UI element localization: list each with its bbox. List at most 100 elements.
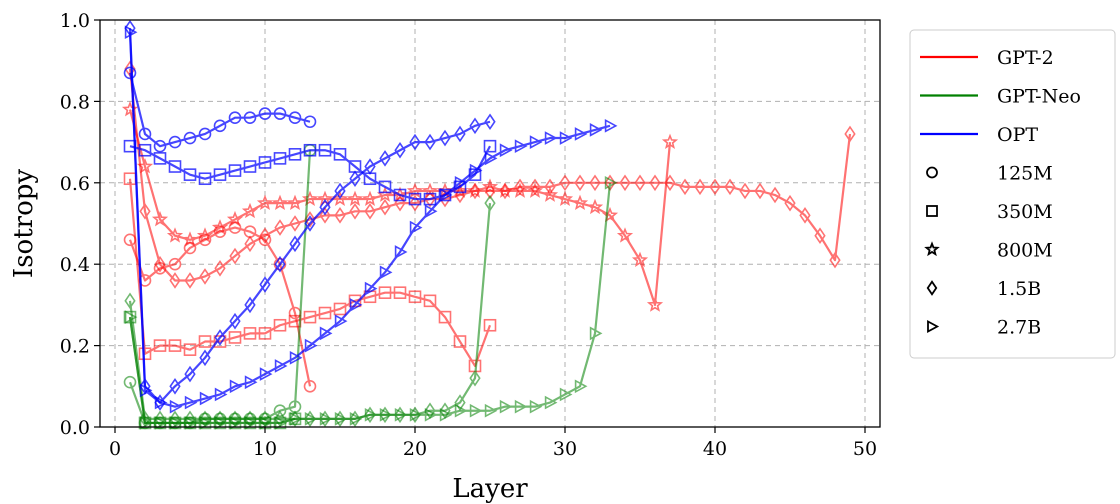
data-point-opt-350m <box>408 192 422 206</box>
data-point-gpt-2-800m <box>361 190 379 206</box>
data-point-gpt-neo-2-7b <box>229 416 243 430</box>
series-opt-350m <box>123 139 497 206</box>
data-point-opt-2-7b <box>214 387 228 402</box>
legend-label-gpt-2: GPT-2 <box>997 47 1054 69</box>
data-point-gpt-neo-2-7b <box>169 416 183 430</box>
data-point-gpt-2-1-5b <box>484 182 496 200</box>
data-point-opt-1-5b <box>229 312 241 330</box>
data-point-opt-2-7b <box>304 338 318 353</box>
data-point-gpt-neo-2-7b <box>319 412 333 426</box>
data-point-gpt-2-1-5b <box>199 268 211 285</box>
data-point-gpt-neo-2-7b <box>544 395 558 410</box>
legend-entry-gpt-2: GPT-2 <box>920 47 1054 69</box>
data-point-opt-350m <box>333 148 347 161</box>
legend-entry-800m: 800M <box>924 240 1053 262</box>
data-point-gpt-2-1-5b <box>289 215 301 232</box>
data-point-opt-350m <box>318 143 332 157</box>
data-point-opt-350m <box>228 164 242 177</box>
data-point-opt-2-7b <box>319 326 333 341</box>
data-point-gpt-neo-2-7b <box>214 416 228 430</box>
data-point-gpt-2-1-5b <box>214 259 226 277</box>
data-point-gpt-2-800m <box>226 210 244 227</box>
x-tick-label: 30 <box>553 438 577 460</box>
data-point-opt-2-7b <box>124 25 138 40</box>
data-point-opt-2-7b <box>289 350 303 365</box>
data-point-gpt-neo-2-7b <box>574 379 588 394</box>
data-point-gpt-neo-2-7b <box>454 403 468 418</box>
data-point-gpt-neo-2-7b <box>559 387 573 402</box>
grid <box>100 19 880 428</box>
data-point-opt-125m <box>273 107 287 120</box>
data-point-gpt-2-1-5b <box>784 194 796 212</box>
data-point-gpt-2-800m <box>211 219 229 235</box>
data-point-opt-2-7b <box>379 265 393 280</box>
data-point-gpt-2-350m <box>423 294 437 308</box>
data-point-opt-350m <box>258 156 272 169</box>
data-point-gpt-2-1-5b <box>544 178 556 196</box>
data-point-gpt-2-1-5b <box>409 194 421 212</box>
data-point-gpt-neo-2-7b <box>424 407 438 422</box>
legend-marker-125m <box>926 166 938 179</box>
series-gpt-2-125m <box>123 221 317 393</box>
legend-entry-1-5b: 1.5B <box>926 278 1041 300</box>
data-point-gpt-2-1-5b <box>529 178 541 196</box>
data-point-gpt-2-1-5b <box>349 202 361 220</box>
data-point-gpt-2-1-5b <box>154 255 166 273</box>
y-tick-label: 0.4 <box>60 254 90 276</box>
data-point-gpt-2-125m <box>168 257 182 271</box>
data-point-opt-1-5b <box>364 158 376 175</box>
series-line-gpt-neo-125m <box>128 150 312 425</box>
data-point-gpt-neo-2-7b <box>334 412 348 426</box>
data-point-opt-350m <box>213 168 227 181</box>
legend-label-350m: 350M <box>997 201 1053 223</box>
data-point-opt-2-7b <box>139 383 153 398</box>
legend-marker-1-5b <box>926 280 938 296</box>
data-point-gpt-2-800m <box>586 198 604 215</box>
data-point-opt-350m <box>138 143 152 157</box>
data-point-gpt-2-125m <box>198 233 212 247</box>
data-point-opt-2-7b <box>334 314 348 329</box>
legend-items: GPT-2 GPT-Neo OPT 125M 350M 800M 1.5B 2.7B <box>920 47 1081 339</box>
x-axis-label: Layer <box>452 474 528 504</box>
data-point-gpt-2-350m <box>303 310 317 324</box>
legend-label-gpt-neo: GPT-Neo <box>997 86 1081 108</box>
data-point-opt-125m <box>198 127 212 141</box>
data-point-gpt-2-1-5b <box>799 207 811 224</box>
data-point-opt-1-5b <box>349 170 361 188</box>
series-line-opt-1-5b <box>128 28 491 404</box>
data-point-gpt-2-350m <box>438 310 452 324</box>
data-point-gpt-2-350m <box>453 335 467 348</box>
data-point-opt-2-7b <box>529 135 543 149</box>
series-layer <box>121 19 856 430</box>
y-tick-label: 0.8 <box>60 91 90 113</box>
x-tick-label: 20 <box>403 438 427 460</box>
data-point-opt-125m <box>153 139 167 153</box>
plot-frame <box>99 19 881 428</box>
data-point-gpt-2-800m <box>616 227 634 243</box>
data-point-opt-2-7b <box>259 367 273 381</box>
data-point-gpt-2-1-5b <box>169 272 181 289</box>
data-point-opt-125m <box>213 119 227 133</box>
data-point-gpt-2-1-5b <box>364 202 376 220</box>
data-point-gpt-2-800m <box>166 227 184 243</box>
data-point-opt-2-7b <box>169 399 183 414</box>
data-point-gpt-neo-2-7b <box>604 175 618 190</box>
data-point-gpt-2-350m <box>378 286 392 299</box>
data-point-opt-125m <box>243 111 257 124</box>
y-tick-label: 0.2 <box>60 336 90 358</box>
data-point-opt-2-7b <box>559 131 573 145</box>
data-point-gpt-2-1-5b <box>679 178 691 196</box>
data-point-opt-1-5b <box>409 133 421 151</box>
data-point-gpt-2-800m <box>646 296 664 312</box>
data-point-gpt-2-800m <box>466 182 484 198</box>
data-point-opt-350m <box>303 143 317 157</box>
data-point-opt-350m <box>153 152 167 165</box>
data-point-opt-2-7b <box>574 127 588 141</box>
data-point-opt-1-5b <box>214 329 226 346</box>
data-point-opt-1-5b <box>274 255 286 273</box>
data-point-opt-125m <box>288 111 302 124</box>
data-point-gpt-2-350m <box>138 347 152 361</box>
data-point-opt-350m <box>288 148 302 161</box>
data-point-gpt-neo-2-7b <box>589 326 603 341</box>
